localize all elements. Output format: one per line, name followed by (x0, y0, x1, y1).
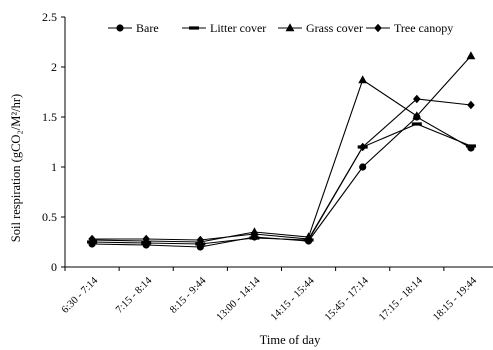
data-point-tree-canopy (196, 235, 205, 245)
data-point-grass-cover (412, 111, 422, 120)
y-tick-label: 1.5 (42, 110, 57, 124)
series-tree-canopy (88, 94, 475, 245)
x-tick-label: 8:15 - 9:44 (168, 275, 209, 316)
data-point-tree-canopy (142, 234, 150, 244)
legend-marker-litter-cover (189, 26, 199, 30)
x-axis-title: Time of day (260, 333, 321, 347)
series-line-grass-cover (92, 55, 472, 243)
legend-marker-tree-canopy (374, 23, 382, 33)
data-point-tree-canopy (250, 229, 259, 239)
data-point-tree-canopy (358, 142, 367, 152)
series-line-tree-canopy (92, 98, 471, 241)
series-line-bare (92, 116, 472, 248)
data-point-bare (359, 163, 367, 171)
x-tick-label: 6:30 - 7:14 (60, 275, 101, 316)
legend-marker-bare (116, 24, 124, 32)
x-tick-label: 18:15 - 19:44 (431, 275, 479, 323)
legend-item-litter-cover: Litter cover (182, 21, 266, 35)
axes: 0 0.5 1 1.5 2 2.5 6:30 - 7:14 7:15 - 8:14 8:15 -… (42, 10, 493, 323)
legend-item-bare: Bare (108, 21, 159, 35)
x-tick-label: 13:00 - 14:14 (215, 275, 263, 323)
series-group (87, 51, 476, 251)
legend-label: Tree canopy (394, 21, 453, 35)
x-tick-label: 17:15 - 18:14 (377, 275, 425, 323)
y-tick-label: 2 (51, 60, 57, 74)
series-grass-cover (87, 51, 476, 246)
x-tick-label: 7:15 - 8:14 (114, 275, 155, 316)
data-point-litter-cover (465, 144, 476, 148)
y-axis-title: Soil respiration (gCO₂/M²/hr) (9, 94, 23, 242)
legend: Bare Litter cover Grass cover Tree canopy (108, 21, 453, 35)
legend-item-tree-canopy: Tree canopy (366, 21, 453, 35)
legend-label: Grass cover (306, 21, 363, 35)
data-point-tree-canopy (467, 100, 475, 110)
series-bare (88, 113, 475, 251)
legend-item-grass-cover: Grass cover (278, 21, 363, 35)
y-tick-label: 0.5 (42, 210, 57, 224)
data-point-tree-canopy (413, 94, 421, 104)
legend-label: Bare (136, 21, 159, 35)
data-point-grass-cover (466, 51, 476, 60)
data-point-tree-canopy (304, 234, 313, 244)
x-tick-label: 14:15 - 15:44 (269, 275, 317, 323)
legend-label: Litter cover (210, 21, 266, 35)
y-tick-label: 2.5 (42, 10, 57, 24)
data-point-grass-cover (358, 75, 368, 84)
data-point-tree-canopy (88, 234, 96, 244)
legend-marker-grass-cover (285, 23, 295, 32)
x-tick-label: 15:45 - 17:14 (323, 275, 371, 323)
series-litter-cover (87, 122, 476, 246)
y-tick-label: 1 (51, 160, 57, 174)
y-tick-label: 0 (51, 260, 57, 274)
data-point-litter-cover (411, 122, 422, 126)
series-line-litter-cover (92, 123, 472, 245)
